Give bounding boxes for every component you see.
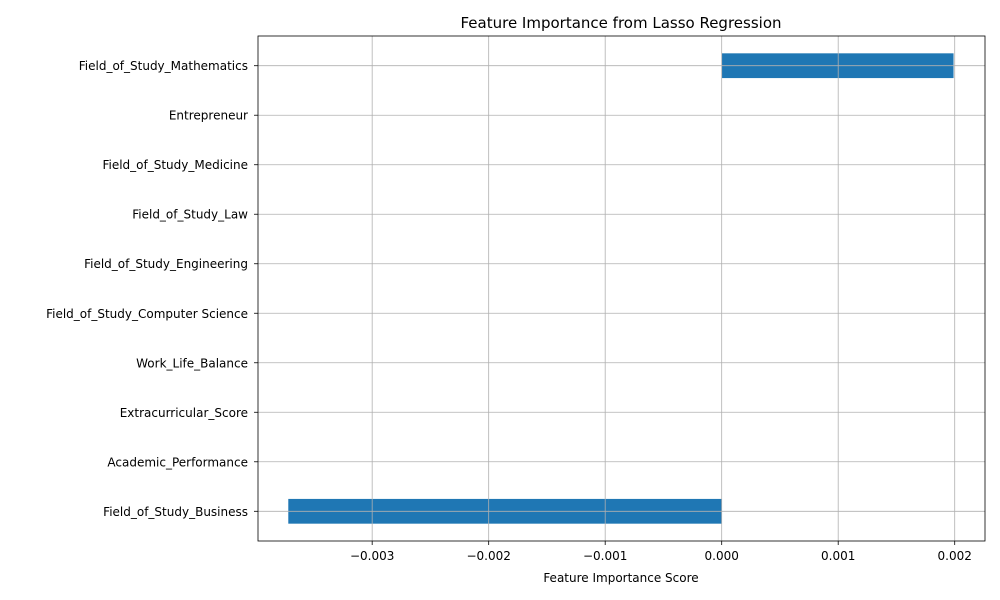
x-axis-ticks: −0.003 −0.002 −0.001 0.000 0.001 0.002 (350, 541, 972, 563)
x-tick-label: −0.003 (350, 549, 394, 563)
x-tick-label: 0.001 (821, 549, 855, 563)
x-tick-label: 0.002 (938, 549, 972, 563)
y-tick-label: Field_of_Study_Engineering (84, 257, 248, 271)
y-tick-label: Extracurricular_Score (120, 406, 248, 420)
x-tick-label: −0.001 (583, 549, 627, 563)
y-tick-label: Field_of_Study_Business (103, 505, 248, 519)
y-tick-label: Entrepreneur (169, 109, 248, 123)
y-tick-label: Field_of_Study_Medicine (102, 158, 248, 172)
plot-frame (257, 35, 986, 542)
bars (288, 53, 954, 524)
y-tick-label: Academic_Performance (107, 455, 248, 469)
y-tick-label: Field_of_Study_Mathematics (79, 59, 248, 73)
grid (258, 36, 985, 541)
y-tick-label: Work_Life_Balance (136, 356, 248, 370)
x-axis-label: Feature Importance Score (543, 571, 698, 585)
chart-title: Feature Importance from Lasso Regression (460, 14, 781, 32)
y-axis-ticks: Field_of_Study_Business Academic_Performa… (46, 59, 258, 519)
x-tick-label: 0.000 (705, 549, 739, 563)
y-tick-label: Field_of_Study_Law (132, 208, 248, 222)
y-tick-label: Field_of_Study_Computer Science (46, 307, 248, 321)
x-tick-label: −0.002 (466, 549, 510, 563)
